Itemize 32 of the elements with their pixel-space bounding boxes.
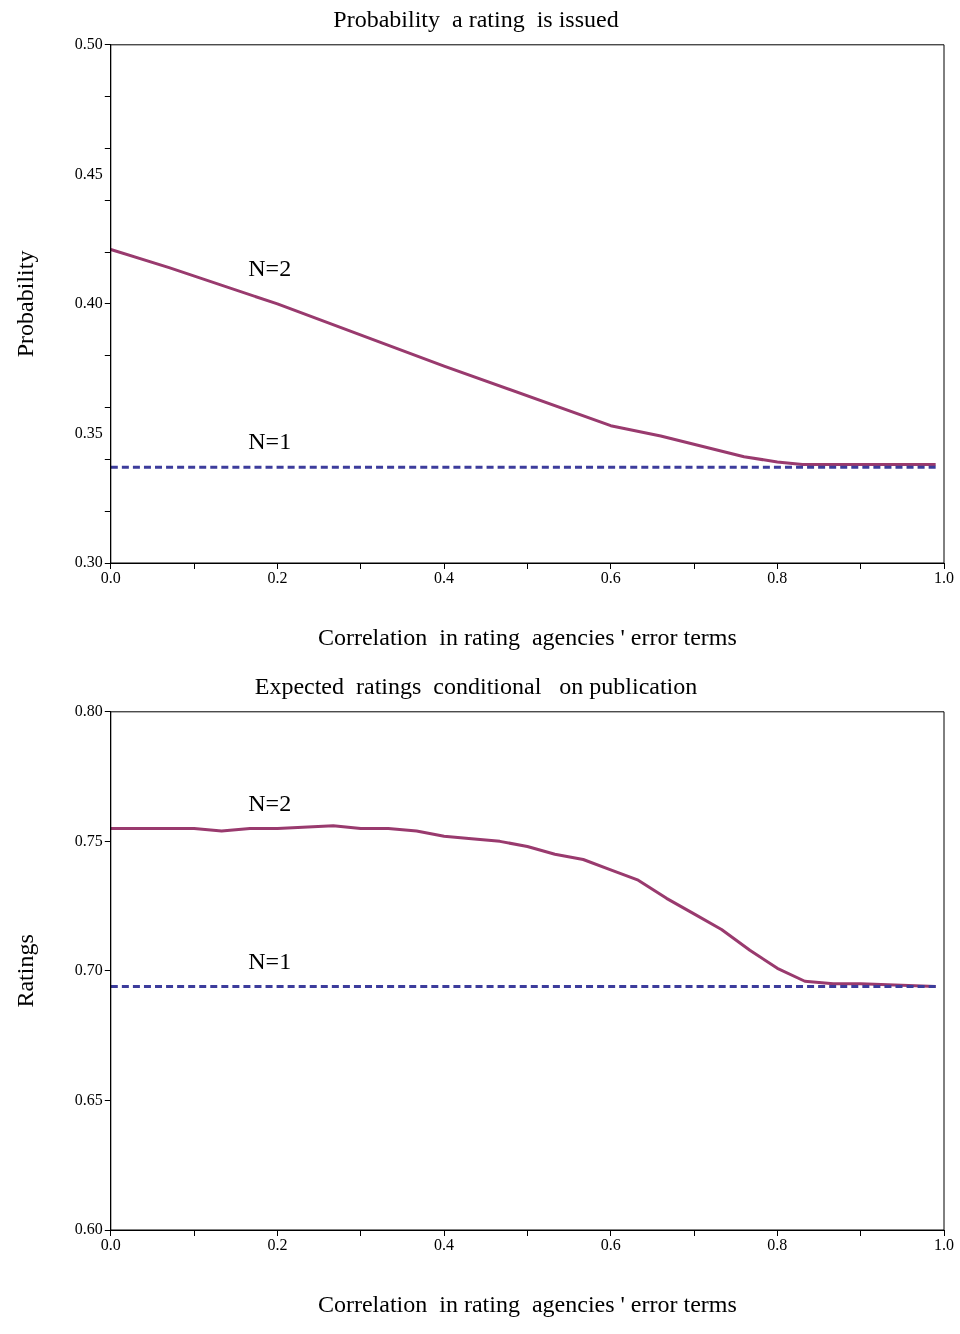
x-tick-label: 0.6 [600,1236,621,1254]
y-tick-label: 0.70 [74,961,103,979]
series-label: N=2 [248,255,292,282]
x-tick-label: 0.2 [267,569,288,587]
y-tick-label: 0.40 [74,294,103,312]
y-axis-title: Ratings [11,934,38,1008]
x-tick-label: 0.0 [100,569,121,587]
y-tick-label: 0.30 [74,553,103,571]
x-tick-label: 0.8 [767,569,788,587]
x-tick-label: 0.4 [434,569,455,587]
series-label: N=1 [248,947,292,974]
y-tick-label: 0.35 [74,423,103,441]
chart-title: Probability a rating is issued [333,5,619,32]
y-tick-label: 0.50 [74,35,103,52]
series-label: N=2 [248,789,292,816]
y-tick-label: 0.45 [74,164,103,182]
series-label: N=1 [248,428,292,455]
y-tick-label: 0.65 [74,1090,103,1108]
x-tick-label: 0.4 [434,1236,455,1254]
x-tick-label: 1.0 [934,1236,954,1254]
y-tick-label: 0.60 [74,1220,103,1238]
x-tick-label: 0.6 [600,569,621,587]
x-tick-label: 1.0 [934,569,954,587]
y-tick-label: 0.80 [74,702,103,719]
y-axis-title: Probability [11,250,38,358]
x-tick-label: 0.0 [100,1236,121,1254]
x-tick-label: 0.8 [767,1236,788,1254]
x-axis-title: Correlation in rating agencies ' error terms [317,623,737,650]
x-axis-title: Correlation in rating agencies ' error terms [317,1290,737,1317]
x-tick-label: 0.2 [267,1236,288,1254]
y-tick-label: 0.75 [74,831,103,849]
chart-title: Expected ratings conditional on publication [254,672,698,699]
